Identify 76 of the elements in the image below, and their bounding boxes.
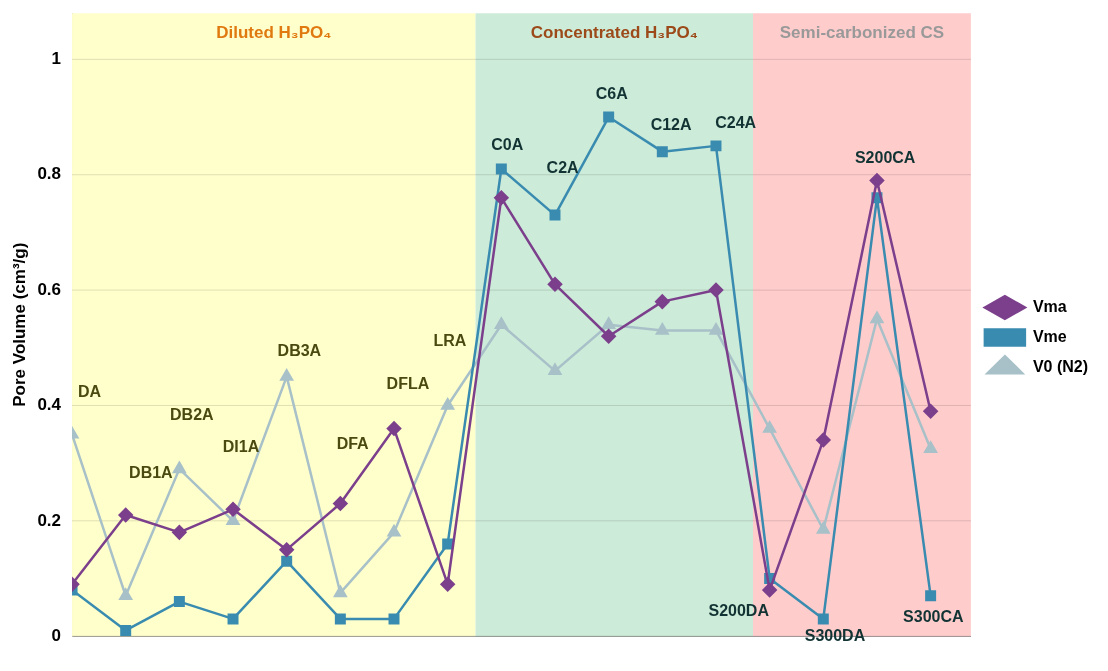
point — [923, 403, 938, 419]
point — [869, 173, 885, 188]
annotation: S200DA — [708, 602, 770, 620]
point — [225, 502, 241, 517]
point — [656, 146, 668, 158]
annotation: Diluted H₃PO₄ — [216, 22, 332, 42]
annotation: DI1A — [222, 438, 260, 456]
point — [119, 588, 133, 601]
point — [387, 525, 401, 537]
y-axis-title: Pore Volume (cm³/g) — [9, 242, 29, 407]
point — [602, 317, 616, 329]
legend-label: Vme — [1032, 327, 1067, 345]
annotation: DFA — [336, 435, 370, 453]
point — [118, 507, 133, 523]
point — [817, 613, 829, 625]
annotation: DB2A — [170, 406, 215, 424]
legend-label: V0 (N2) — [1032, 357, 1088, 375]
annotation: C2A — [546, 158, 580, 176]
point — [333, 496, 348, 511]
point — [709, 323, 723, 335]
point — [547, 277, 563, 292]
annotation: S200CA — [854, 148, 916, 166]
y-tick-label: 0 — [51, 625, 62, 645]
point — [925, 590, 937, 602]
point — [172, 525, 187, 540]
point — [333, 585, 347, 598]
y-tick-label: 0.6 — [37, 279, 62, 299]
point — [441, 398, 455, 410]
point — [280, 369, 294, 381]
y-tick-label: 0.4 — [37, 395, 62, 415]
point — [334, 613, 346, 625]
annotation: DFLA — [386, 375, 430, 393]
point — [388, 613, 400, 625]
annotation: DB1A — [129, 464, 174, 482]
annotation: Semi-carbonized CS — [779, 22, 945, 42]
point — [763, 421, 777, 433]
point — [816, 522, 830, 534]
annotation: C6A — [595, 84, 629, 102]
point — [386, 421, 402, 436]
annotation: C24A — [715, 113, 757, 131]
point — [710, 140, 722, 152]
point — [442, 538, 454, 550]
point — [816, 432, 831, 448]
annotation: Concentrated H₃PO₄ — [530, 22, 698, 42]
point — [494, 190, 509, 206]
point — [120, 624, 132, 636]
point — [173, 596, 185, 608]
point — [655, 323, 669, 335]
legend-label: Vma — [1032, 297, 1067, 315]
point — [227, 613, 239, 625]
point — [603, 111, 615, 123]
y-tick-label: 0.2 — [37, 510, 62, 530]
point — [495, 163, 507, 175]
point — [440, 577, 455, 592]
point — [548, 363, 562, 376]
point — [172, 461, 186, 474]
annotation: S300DA — [804, 626, 866, 644]
point — [601, 328, 616, 344]
annotation: LRA — [433, 332, 467, 350]
point — [494, 317, 508, 329]
point — [281, 555, 293, 567]
point — [762, 582, 777, 598]
y-tick-label: 0.8 — [37, 164, 62, 184]
annotation: C12A — [650, 115, 693, 133]
point — [226, 513, 240, 526]
y-tick-label: 1 — [51, 49, 62, 69]
point — [549, 209, 561, 221]
annotation: DA — [77, 382, 102, 400]
annotation: S300CA — [903, 608, 964, 626]
point — [708, 282, 724, 298]
annotation: C0A — [491, 136, 524, 154]
point — [655, 294, 670, 309]
point — [924, 441, 938, 453]
point — [870, 311, 884, 324]
annotation: DB3A — [277, 342, 322, 360]
point — [279, 542, 294, 557]
